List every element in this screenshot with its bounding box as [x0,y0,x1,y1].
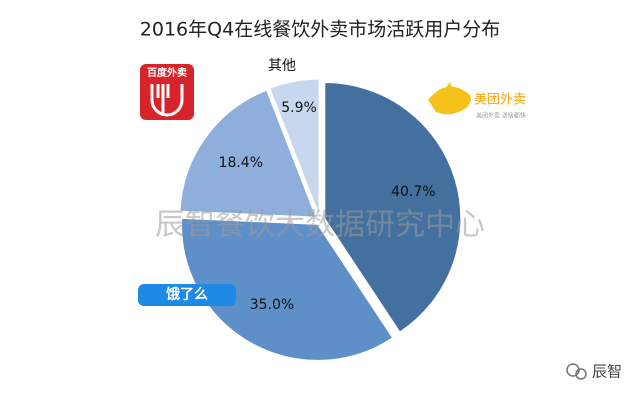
data-label: 35.0% [250,297,294,313]
footer: 辰智 [566,363,622,381]
legend-label: 百度外卖 [147,66,187,79]
pie-slice [269,78,320,216]
chart-title: 2016年Q4在线餐饮外卖市场活跃用户分布 [140,19,500,41]
eleme-logo: 饿了么 [138,284,236,306]
data-label: 18.4% [219,155,263,171]
pie-slice [181,217,394,361]
logo-icon [150,84,184,117]
baidu-logo: 百度外卖 [140,64,194,120]
data-label: 5.9% [281,100,317,116]
logo-tagline: 美团外卖 送啥都快 [476,112,526,120]
legend-label: 饿了么 [165,286,208,303]
pie: 40.7% 35.0% 18.4% 5.9% [179,78,462,361]
pie-slice [324,82,462,333]
pie-slice [179,89,317,218]
watermark: 辰智餐饮大数据研究中心 [155,208,485,243]
logo-bg [138,284,236,306]
logo-icon [428,82,471,115]
wechat-icon [575,368,587,380]
meituan-logo: 美团外卖 美团外卖 送啥都快 [428,82,526,120]
data-label: 40.7% [391,184,435,200]
legend-label: 美团外卖 [474,93,526,108]
legend-label: 其他 [268,58,296,74]
source: 辰智 [592,363,622,381]
